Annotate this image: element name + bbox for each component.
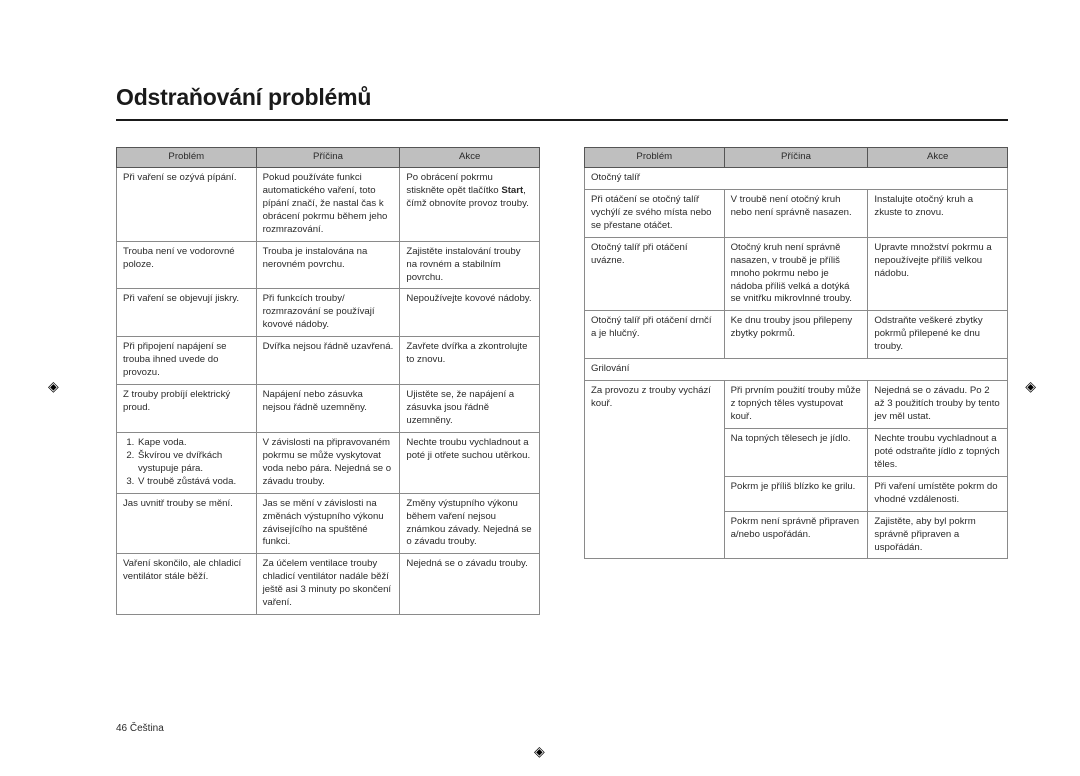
cell-action: Změny výstupního výkonu během vaření nej… (400, 493, 540, 554)
cell-cause: Dvířka nejsou řádně uzavřená. (256, 337, 400, 385)
cell-action: Nejedná se o závadu. Po 2 až 3 použitích… (868, 381, 1008, 429)
cell-action: Při vaření umístěte pokrm do vhodné vzdá… (868, 476, 1008, 511)
page-title: Odstraňování problémů (116, 84, 1008, 111)
cell-cause: Na topných tělesech je jídlo. (724, 428, 868, 476)
cell-cause: Ke dnu trouby jsou přilepeny zbytky pokr… (724, 311, 868, 359)
cell-action: Nepoužívejte kovové nádoby. (400, 289, 540, 337)
cell-problem: Při připojení napájení se trouba ihned u… (117, 337, 257, 385)
cell-problem: Z trouby probíjí elektrický proud. (117, 385, 257, 433)
troubleshooting-table-right: Problém Příčina Akce Otočný talířPři otá… (584, 147, 1008, 559)
cell-cause: Pokrm není správně připraven a/nebo uspo… (724, 511, 868, 559)
cell-cause: Napájení nebo zásuvka nejsou řádně uzemn… (256, 385, 400, 433)
cell-cause: Za účelem ventilace trouby chladicí vent… (256, 554, 400, 615)
cell-cause: Trouba je instalována na nerovném povrch… (256, 241, 400, 289)
table-row: Při otáčení se otočný talíř vychýlí ze s… (585, 189, 1008, 237)
table-row: Z trouby probíjí elektrický proud.Napáje… (117, 385, 540, 433)
cell-action: Ujistěte se, že napájení a zásuvka jsou … (400, 385, 540, 433)
section-title: Otočný talíř (585, 167, 1008, 189)
left-column: Problém Příčina Akce Při vaření se ozývá… (116, 147, 540, 615)
table-header-row: Problém Příčina Akce (117, 148, 540, 168)
table-row: Za provozu z trouby vychází kouř.Při prv… (585, 381, 1008, 429)
col-cause: Příčina (724, 148, 868, 168)
table-row: Kape voda.Škvírou ve dvířkách vystupuje … (117, 432, 540, 493)
section-row: Grilování (585, 359, 1008, 381)
table-row: Trouba není ve vodorovné poloze.Trouba j… (117, 241, 540, 289)
columns: Problém Příčina Akce Při vaření se ozývá… (116, 147, 1008, 615)
table-row: Při vaření se objevují jiskry.Při funkcí… (117, 289, 540, 337)
cell-action: Nejedná se o závadu trouby. (400, 554, 540, 615)
cell-problem: Otočný talíř při otáčení uvázne. (585, 237, 725, 311)
list-item: Kape voda. (137, 437, 250, 450)
cell-action: Odstraňte veškeré zbytky pokrmů přilepen… (868, 311, 1008, 359)
cell-problem: Při vaření se objevují jiskry. (117, 289, 257, 337)
cell-action: Instalujte otočný kruh a zkuste to znovu… (868, 189, 1008, 237)
crop-mark-icon: ◈ (534, 743, 545, 760)
cell-cause: Při prvním použití trouby může z topných… (724, 381, 868, 429)
cell-cause: Otočný kruh není správně nasazen, v trou… (724, 237, 868, 311)
col-action: Akce (868, 148, 1008, 168)
cell-problem: Při vaření se ozývá pípání. (117, 167, 257, 241)
table-row: Otočný talíř při otáčení uvázne.Otočný k… (585, 237, 1008, 311)
crop-mark-icon: ◈ (1025, 378, 1036, 395)
cell-cause: Pokud používáte funkci automatického vař… (256, 167, 400, 241)
cell-action: Po obrácení pokrmu stiskněte opět tlačít… (400, 167, 540, 241)
cell-problem: Trouba není ve vodorovné poloze. (117, 241, 257, 289)
col-problem: Problém (585, 148, 725, 168)
cell-problem: Za provozu z trouby vychází kouř. (585, 381, 725, 559)
cell-action: Zajistěte, aby byl pokrm správně připrav… (868, 511, 1008, 559)
title-rule (116, 119, 1008, 121)
crop-mark-icon: ◈ (48, 378, 59, 395)
cell-cause: V závislosti na připravovaném pokrmu se … (256, 432, 400, 493)
list-item: Škvírou ve dvířkách vystupuje pára. (137, 450, 250, 476)
cell-action: Nechte troubu vychladnout a poté odstraň… (868, 428, 1008, 476)
page-footer: 46 Čeština (116, 723, 164, 734)
right-column: Problém Příčina Akce Otočný talířPři otá… (584, 147, 1008, 615)
table-row: Jas uvnitř trouby se mění.Jas se mění v … (117, 493, 540, 554)
table-row: Při připojení napájení se trouba ihned u… (117, 337, 540, 385)
table-header-row: Problém Příčina Akce (585, 148, 1008, 168)
section-row: Otočný talíř (585, 167, 1008, 189)
troubleshooting-table-left: Problém Příčina Akce Při vaření se ozývá… (116, 147, 540, 615)
cell-action: Zajistěte instalování trouby na rovném a… (400, 241, 540, 289)
cell-problem: Kape voda.Škvírou ve dvířkách vystupuje … (117, 432, 257, 493)
section-title: Grilování (585, 359, 1008, 381)
cell-problem: Jas uvnitř trouby se mění. (117, 493, 257, 554)
cell-problem: Při otáčení se otočný talíř vychýlí ze s… (585, 189, 725, 237)
cell-cause: V troubě není otočný kruh nebo není sprá… (724, 189, 868, 237)
table-row: Otočný talíř při otáčení drnčí a je hluč… (585, 311, 1008, 359)
cell-action: Upravte množství pokrmu a nepoužívejte p… (868, 237, 1008, 311)
col-cause: Příčina (256, 148, 400, 168)
table-row: Vaření skončilo, ale chladicí ventilátor… (117, 554, 540, 615)
cell-problem: Otočný talíř při otáčení drnčí a je hluč… (585, 311, 725, 359)
cell-action: Zavřete dvířka a zkontrolujte to znovu. (400, 337, 540, 385)
list-item: V troubě zůstává voda. (137, 476, 250, 489)
cell-cause: Při funkcích trouby/ rozmrazování se pou… (256, 289, 400, 337)
cell-cause: Pokrm je příliš blízko ke grilu. (724, 476, 868, 511)
cell-action: Nechte troubu vychladnout a poté ji otře… (400, 432, 540, 493)
cell-problem: Vaření skončilo, ale chladicí ventilátor… (117, 554, 257, 615)
col-problem: Problém (117, 148, 257, 168)
cell-cause: Jas se mění v závislosti na změnách výst… (256, 493, 400, 554)
table-row: Při vaření se ozývá pípání.Pokud používá… (117, 167, 540, 241)
col-action: Akce (400, 148, 540, 168)
